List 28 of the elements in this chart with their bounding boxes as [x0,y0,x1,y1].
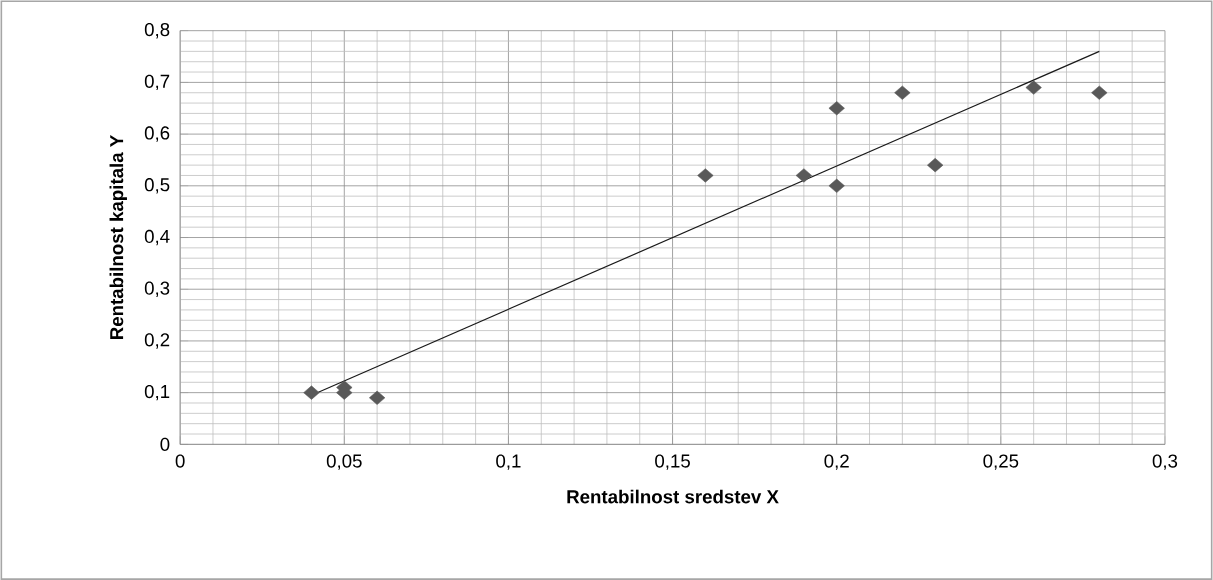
x-tick-label: 0,25 [983,454,1019,470]
point [697,168,714,183]
point [1091,85,1108,100]
y-tick-label: 0,1 [144,384,170,401]
point [369,390,386,405]
point [828,100,845,116]
point [1025,80,1042,95]
x-tick-label: 0,3 [1152,454,1178,470]
point [795,168,812,183]
y-tick-label: 0,2 [144,332,170,349]
y-tick-label: 0,4 [144,229,170,245]
point [303,385,320,400]
point [828,178,845,193]
x-tick-label: 0,15 [655,454,690,470]
x-tick-label: 0,1 [496,454,521,470]
x-axis-title: Rentabilnost sredstev X [567,489,779,504]
y-tick-label: 0,3 [144,281,170,297]
y-axis-title: Rentabilnost kapitala Y [109,134,127,339]
y-tick-label: 0,7 [144,74,170,90]
point [927,157,944,172]
point [894,85,911,100]
y-tick-label: 0 [160,437,170,451]
x-tick-label: 0,05 [326,454,362,470]
y-tick-label: 0,6 [144,126,170,142]
y-tick-label: 0,8 [144,22,170,39]
x-tick-label: 0,2 [824,454,849,470]
y-tick-label: 0,5 [144,177,170,194]
x-tick-label: 0 [175,454,185,468]
